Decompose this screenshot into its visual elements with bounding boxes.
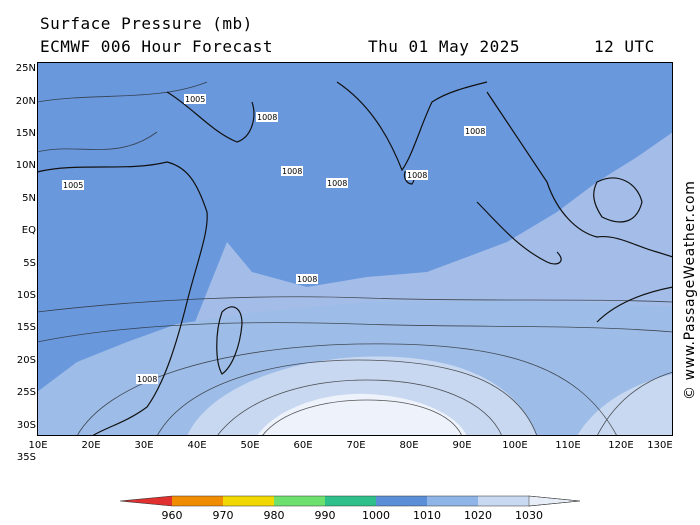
isobar-label: 1008 <box>296 274 318 284</box>
lat-label: 5S <box>23 258 36 269</box>
scale-label: 1030 <box>515 509 543 522</box>
lat-label: 20N <box>15 96 36 107</box>
lon-label: 80E <box>399 440 419 451</box>
lat-label: 30S <box>16 420 36 431</box>
lon-label: 40E <box>187 440 207 451</box>
sumatra-coastline <box>476 201 562 265</box>
scale-segment-end <box>528 495 581 507</box>
isobar-label-text: 1008 <box>282 167 302 176</box>
isobar-label: 1005 <box>184 94 206 104</box>
lat-label: 25N <box>15 63 36 74</box>
map-title: Surface Pressure (mb) <box>40 14 253 33</box>
pressure-color-scale <box>120 495 581 507</box>
landmasses <box>37 81 673 436</box>
africa-coastline <box>37 161 208 436</box>
isobar-number-labels: 1005 1008 1008 1008 1008 1008 1008 1005 … <box>62 94 486 384</box>
lat-label: 15S <box>16 322 36 333</box>
lon-label: 10E <box>28 440 48 451</box>
lat-label: 10N <box>15 160 36 171</box>
lat-label: 35S <box>16 452 36 463</box>
isobar-lines <box>37 81 673 436</box>
isobar-label-text: 1005 <box>185 95 205 104</box>
scale-segment-1000 <box>325 496 376 506</box>
lon-label: 50E <box>240 440 260 451</box>
isobar-label: 1008 <box>136 374 158 384</box>
isobar-label: 1008 <box>464 126 486 136</box>
high-pressure-region-east <box>577 374 673 436</box>
lon-label: 130E <box>647 440 673 451</box>
lat-label: 5N <box>22 193 36 204</box>
lat-label: EQ <box>21 225 36 236</box>
scale-outline <box>120 495 581 507</box>
isobar-label: 1008 <box>256 112 278 122</box>
lat-label: 10S <box>16 290 36 301</box>
isobar-label: 1008 <box>406 170 428 180</box>
lon-label: 110E <box>555 440 581 451</box>
india-coastline <box>336 81 488 172</box>
scale-label: 980 <box>263 509 285 522</box>
scale-segment-1030 <box>478 496 529 506</box>
forecast-date: Thu 01 May 2025 <box>368 37 520 56</box>
australia-coastline <box>596 286 673 323</box>
arabia-coastline <box>166 91 255 143</box>
isobar-label-text: 1008 <box>327 179 347 188</box>
scale-label: 1020 <box>464 509 492 522</box>
scale-segment-1020 <box>427 496 478 506</box>
isobar-label-text: 1005 <box>63 181 83 190</box>
isobar-label-text: 1008 <box>465 127 485 136</box>
borneo-coastline <box>593 177 643 223</box>
lon-label: 100E <box>502 440 528 451</box>
low-pressure-region <box>37 62 673 436</box>
forecast-label: ECMWF 006 Hour Forecast <box>40 37 274 56</box>
scale-label: 1010 <box>413 509 441 522</box>
isobar-label: 1005 <box>62 180 84 190</box>
isobar-label-text: 1008 <box>297 275 317 284</box>
isobar-label-text: 1008 <box>137 375 157 384</box>
lon-label: 60E <box>293 440 313 451</box>
southeast-asia-coastline <box>486 91 673 258</box>
pressure-map: 1005 1008 1008 1008 1008 1008 1008 1005 … <box>37 62 673 436</box>
isobar-label: 1008 <box>281 166 303 176</box>
lon-label: 90E <box>452 440 472 451</box>
scale-segment-960 <box>120 496 172 506</box>
scale-label: 970 <box>212 509 234 522</box>
map-frame <box>37 62 673 436</box>
scale-segment-980 <box>223 496 274 506</box>
lon-label: 70E <box>346 440 366 451</box>
isobar-label-text: 1008 <box>407 171 427 180</box>
lat-label: 15N <box>15 128 36 139</box>
scale-label: 960 <box>161 509 183 522</box>
lat-label: 20S <box>16 355 36 366</box>
forecast-time: 12 UTC <box>594 37 655 56</box>
site-credit: © www.PassageWeather.com <box>682 180 698 400</box>
scale-segment-970 <box>172 496 223 506</box>
peak-pressure-region <box>257 393 467 436</box>
lon-label: 20E <box>81 440 101 451</box>
isobar-label-text: 1008 <box>257 113 277 122</box>
isobar-label: 1008 <box>326 178 348 188</box>
lon-label: 30E <box>134 440 154 451</box>
scale-segment-990 <box>274 496 325 506</box>
scale-label: 1000 <box>362 509 390 522</box>
madagascar-coastline <box>216 306 243 375</box>
lat-label: 25S <box>16 387 36 398</box>
scale-segment-1010 <box>376 496 427 506</box>
lon-label: 120E <box>608 440 634 451</box>
scale-label: 990 <box>314 509 336 522</box>
